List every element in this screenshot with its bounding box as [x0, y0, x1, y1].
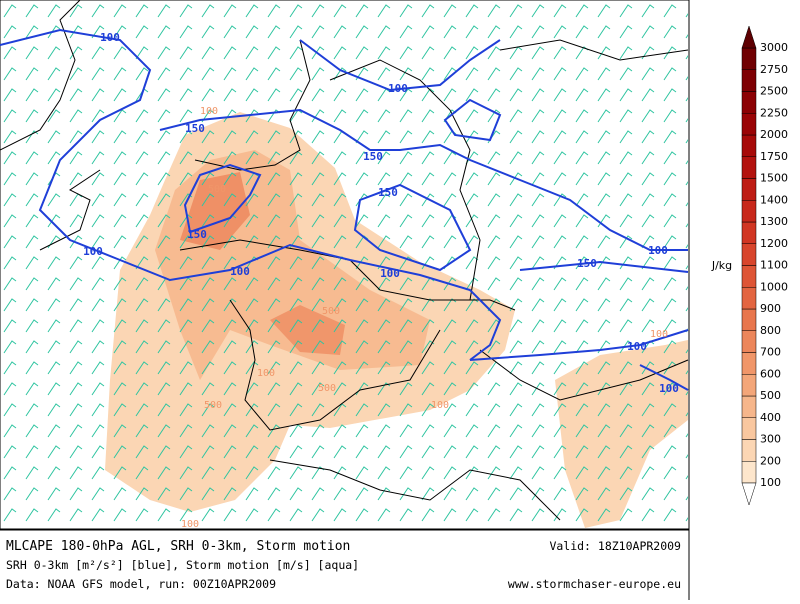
srh-label: 150	[378, 186, 398, 199]
colorbar-cell	[741, 91, 757, 114]
srh-label: 100	[230, 265, 250, 278]
srh-label: 100	[627, 340, 647, 353]
data-source: Data: NOAA GFS model, run: 00Z10APR2009	[6, 577, 276, 591]
colorbar-label: 1300	[760, 215, 788, 228]
colorbar-label: 2750	[760, 63, 788, 76]
srh-contours	[0, 28, 689, 391]
colorbar-cell	[741, 439, 757, 462]
colorbar-cell	[741, 395, 757, 418]
colorbar-label: 2250	[760, 106, 788, 119]
srh-label: 150	[363, 150, 383, 163]
cape-label: 500	[322, 306, 340, 317]
colorbar-label: 500	[760, 389, 781, 402]
cape-label: 100	[650, 329, 668, 340]
cape-label: 500	[208, 184, 226, 195]
colorbar-cell	[741, 330, 757, 353]
colorbar-cell	[741, 178, 757, 201]
srh-label: 100	[380, 267, 400, 280]
colorbar-label: 2500	[760, 85, 788, 98]
colorbar-label: 100	[760, 476, 781, 489]
srh-label: 100	[659, 382, 679, 395]
valid-time: Valid: 18Z10APR2009	[549, 539, 681, 553]
colorbar-cell	[741, 417, 757, 440]
srh-label: 150	[577, 257, 597, 270]
srh-label: 150	[187, 228, 207, 241]
colorbar-label: 900	[760, 302, 781, 315]
colorbar-unit: J/kg	[711, 259, 732, 272]
colorbar-label: 200	[760, 454, 781, 467]
colorbar-cell	[741, 265, 757, 288]
colorbar: 100 200 300 400 500 600 700 800 900 1000 1100 1200 1…	[711, 25, 788, 506]
cape-label: 100	[181, 519, 199, 530]
srh-label: 100	[388, 82, 408, 95]
colorbar-label: 1100	[760, 259, 788, 272]
srh-label: 100	[100, 31, 120, 44]
colorbar-label: 1750	[760, 150, 788, 163]
colorbar-cell	[741, 352, 757, 375]
srh-label: 100	[648, 244, 668, 257]
colorbar-cell	[741, 461, 757, 484]
colorbar-cell	[741, 156, 757, 179]
colorbar-label: 2000	[760, 128, 788, 141]
colorbar-label: 1400	[760, 193, 788, 206]
colorbar-label: 600	[760, 367, 781, 380]
colorbar-cell	[741, 69, 757, 92]
colorbar-label: 800	[760, 324, 781, 337]
colorbar-cell	[741, 47, 757, 70]
colorbar-top	[741, 25, 757, 49]
srh-label: 100	[83, 245, 103, 258]
colorbar-cell	[741, 113, 757, 136]
cape-label: 100	[257, 368, 275, 379]
colorbar-bottom	[741, 482, 757, 506]
colorbar-cell	[741, 308, 757, 331]
colorbar-label: 1200	[760, 237, 788, 250]
colorbar-cell	[741, 200, 757, 223]
colorbar-cell	[741, 287, 757, 310]
website: www.stormchaser-europe.eu	[508, 577, 681, 591]
colorbar-cell	[741, 221, 757, 244]
colorbar-label: 3000	[760, 41, 788, 54]
cape-label: 100	[200, 106, 218, 117]
colorbar-label: 300	[760, 433, 781, 446]
colorbar-label: 1500	[760, 172, 788, 185]
colorbar-cell	[741, 134, 757, 157]
colorbar-label: 1000	[760, 280, 788, 293]
cape-label: 500	[318, 383, 336, 394]
title: MLCAPE 180-0hPa AGL, SRH 0-3km, Storm mo…	[6, 539, 350, 554]
srh-label: 150	[185, 122, 205, 135]
cape-label: 100	[431, 400, 449, 411]
cape-label: 500	[204, 400, 222, 411]
colorbar-cell	[741, 243, 757, 266]
colorbar-label: 400	[760, 411, 781, 424]
colorbar-cell	[741, 374, 757, 397]
colorbar-label: 700	[760, 346, 781, 359]
subtitle: SRH 0-3km [m²/s²] [blue], Storm motion […	[6, 558, 359, 572]
